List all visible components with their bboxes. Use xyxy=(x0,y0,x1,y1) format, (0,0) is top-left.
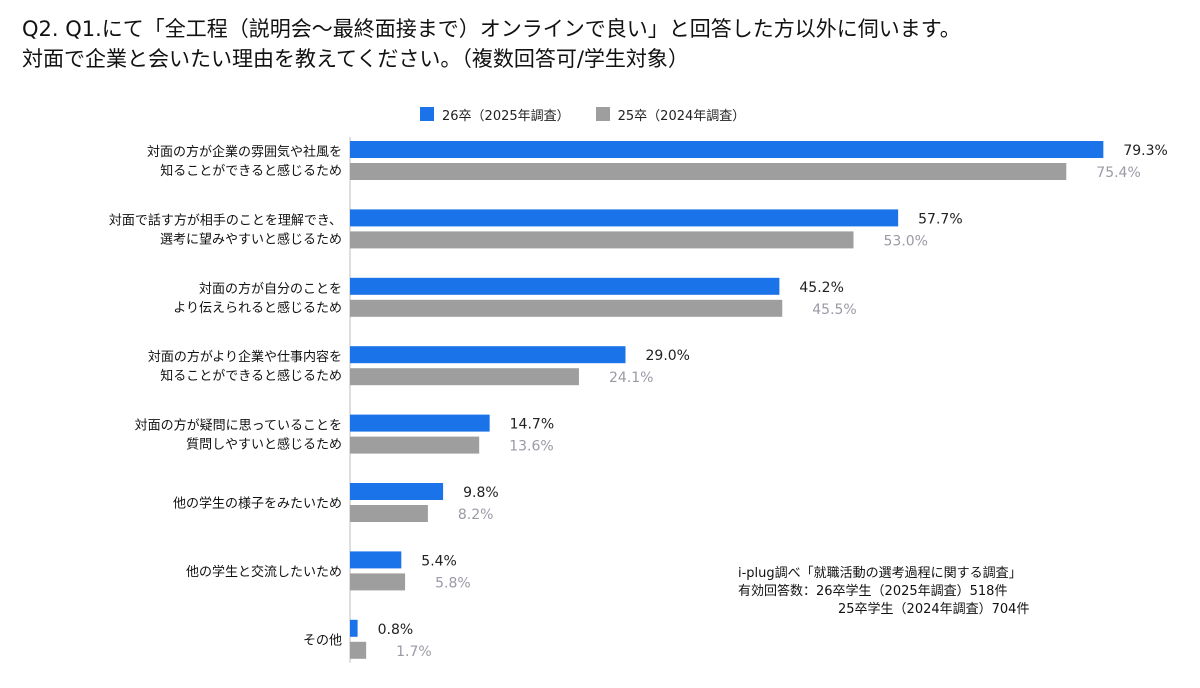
legend-label-25: 25卒（2024年調査） xyxy=(617,108,746,124)
bar-26 xyxy=(350,346,626,364)
bar-26 xyxy=(350,551,402,569)
data-label-25: 45.5% xyxy=(812,302,856,318)
category-label: 知ることができると感じるため xyxy=(160,368,342,384)
data-label-25: 13.6% xyxy=(509,439,553,455)
data-label-26: 57.7% xyxy=(918,211,962,227)
data-label-25: 24.1% xyxy=(609,370,653,386)
bar-25 xyxy=(350,163,1067,180)
legend-label-26: 26卒（2025年調査） xyxy=(442,108,570,124)
category-label: 対面の方が企業の雰囲気や社風を xyxy=(147,144,342,160)
data-label-25: 5.8% xyxy=(435,575,471,591)
legend: 26卒（2025年調査） 25卒（2024年調査） xyxy=(420,104,771,124)
category-label: 質問しやすいと感じるため xyxy=(186,437,342,453)
source-note-line-3: 25卒学生（2024年調査）704件 xyxy=(838,602,1030,617)
legend-swatch-26 xyxy=(420,107,434,121)
legend-swatch-25 xyxy=(595,107,610,121)
category-label: 対面で話す方が相手のことを理解でき、 xyxy=(109,212,342,228)
category-label: 対面の方が自分のことを xyxy=(199,281,342,297)
data-label-26: 45.2% xyxy=(799,280,843,296)
bar-26 xyxy=(350,141,1104,158)
legend-item-26: 26卒（2025年調査） xyxy=(420,105,570,124)
bar-25 xyxy=(350,505,428,522)
bar-25 xyxy=(350,231,854,249)
bar-26 xyxy=(350,414,490,432)
data-label-26: 79.3% xyxy=(1123,143,1167,159)
data-label-26: 0.8% xyxy=(378,622,414,638)
category-label: 他の学生と交流したいため xyxy=(186,564,342,580)
data-label-25: 1.7% xyxy=(396,644,432,660)
bar-26 xyxy=(350,483,444,500)
data-label-26: 14.7% xyxy=(510,417,554,433)
source-note: i-plug調べ「就職活動の選考過程に関する調査」 有効回答数：26卒学生（20… xyxy=(738,565,1029,619)
category-label: 対面の方がより企業や仕事内容を xyxy=(148,349,342,365)
bar-26 xyxy=(350,619,358,637)
data-label-25: 8.2% xyxy=(458,507,494,523)
data-label-26: 5.4% xyxy=(421,553,457,569)
category-label: 知ることができると感じるため xyxy=(160,163,342,179)
category-label: より伝えられると感じるため xyxy=(173,300,342,316)
category-label: その他 xyxy=(303,633,342,648)
category-label: 対面の方が疑問に思っていることを xyxy=(135,418,342,434)
legend-item-25: 25卒（2024年調査） xyxy=(595,105,746,124)
chart-title-line-2: 対面で企業と会いたい理由を教えてください。（複数回答可/学生対象） xyxy=(22,47,689,71)
bar-25 xyxy=(350,573,406,591)
bar-25 xyxy=(350,641,367,659)
source-note-line-1: i-plug調べ「就職活動の選考過程に関する調査」 xyxy=(738,566,1022,581)
data-label-25: 53.0% xyxy=(884,233,928,249)
bar-26 xyxy=(350,277,780,295)
data-label-25: 75.4% xyxy=(1096,165,1140,181)
data-label-26: 29.0% xyxy=(646,348,690,364)
bar-25 xyxy=(350,368,579,386)
bar-25 xyxy=(350,436,480,454)
bar-26 xyxy=(350,209,899,227)
chart-title-line-1: Q2. Q1.にて「全工程（説明会～最終面接まで）オンラインで良い」と回答した方… xyxy=(22,17,961,41)
data-label-26: 9.8% xyxy=(463,485,499,501)
source-note-line-2: 有効回答数：26卒学生（2025年調査）518件 xyxy=(738,584,1008,599)
chart-title: Q2. Q1.にて「全工程（説明会～最終面接まで）オンラインで良い」と回答した方… xyxy=(22,14,1182,74)
category-label: 他の学生の様子をみたいため xyxy=(173,496,342,512)
bar-25 xyxy=(350,299,783,317)
category-label: 選考に望みやすいと感じるため xyxy=(160,231,342,247)
